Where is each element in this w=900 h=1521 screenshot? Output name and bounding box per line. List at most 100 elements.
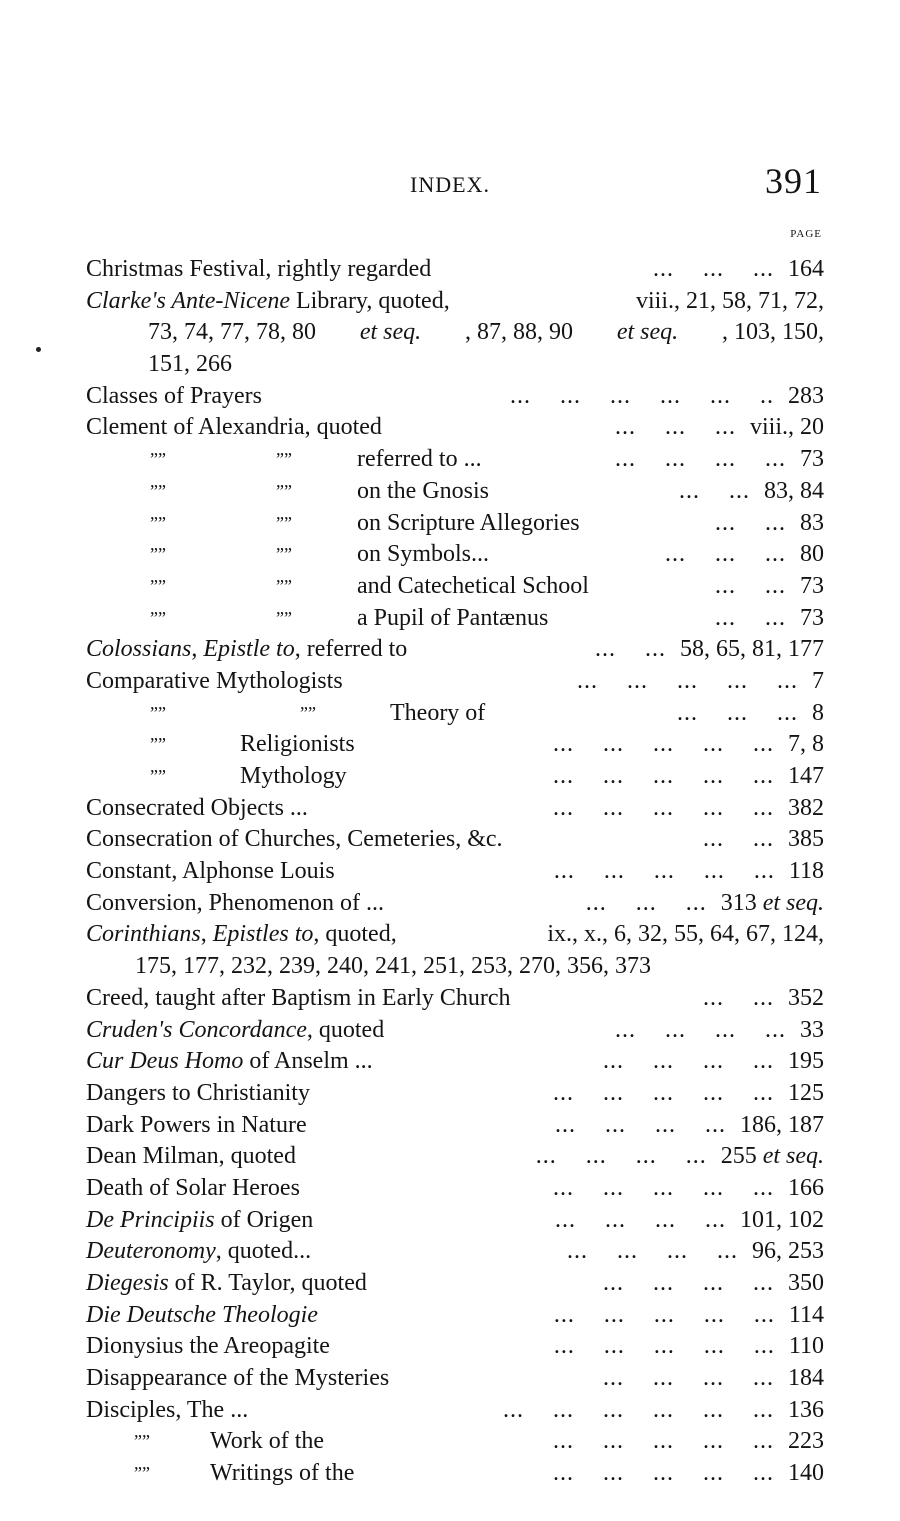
text: 83, 84 xyxy=(764,477,824,504)
entry-label: Classes of Prayers xyxy=(86,381,262,413)
index-entry: Disciples, The ... ... ... ... ... ... ..… xyxy=(86,1395,824,1427)
page-refs: 118 xyxy=(789,856,824,888)
page-refs: 7, 8 xyxy=(788,729,824,761)
ditto-marks: ”” ”” on the Gnosis xyxy=(86,476,489,508)
italic-text: Deuteronomy xyxy=(86,1238,216,1265)
text: 73 xyxy=(800,446,824,473)
entry-continuation: 175, 177, 232, 239, 240, 241, 251, 253, … xyxy=(86,951,824,983)
index-entry: Corinthians, Epistles to, quoted, ix., x.… xyxy=(86,919,824,951)
page-refs: 140 xyxy=(788,1458,824,1490)
text: 7, 8 xyxy=(788,731,824,758)
text: Comparative Mythologists xyxy=(86,667,343,694)
text: Disciples, The ... xyxy=(86,1396,249,1423)
ditto-mark: ”” xyxy=(276,512,292,533)
leader-dots: ... ... xyxy=(703,826,774,853)
index-entry: Diegesis of R. Taylor, quoted ... ... ...… xyxy=(86,1268,824,1300)
index-entry: Conversion, Phenomenon of ... ... ... ...… xyxy=(86,888,824,920)
page-refs: 33 xyxy=(800,1015,824,1047)
entry-label: Clement of Alexandria, quoted xyxy=(86,412,382,444)
leader-dots: ... ... ... ... xyxy=(603,1048,774,1075)
page-refs: 73 xyxy=(800,444,824,476)
ditto-mark: ”” xyxy=(150,607,166,628)
text: Work of the xyxy=(210,1428,325,1455)
text: 382 xyxy=(788,794,824,821)
text: ix., x., 6, 32, 55, 64, 67, 124, xyxy=(547,921,824,948)
ditto-mark: ”” xyxy=(150,734,166,755)
text: 195 xyxy=(788,1048,824,1075)
text: 7 xyxy=(812,667,824,694)
ditto-marks: ”” Writings of the xyxy=(86,1458,354,1490)
entry-label: Dean Milman, quoted xyxy=(86,1141,296,1173)
text: Theory of xyxy=(390,699,486,726)
page-refs: 83 xyxy=(800,508,824,540)
leader-dots: ... ... ... ... ... xyxy=(553,731,774,758)
leader-dots: ... ... xyxy=(715,509,786,536)
italic-text: Clarke's Ante-Nicene xyxy=(86,287,290,314)
page-refs: 80 xyxy=(800,539,824,571)
leader-dots: ... ... ... ... ... xyxy=(553,1333,775,1360)
index-entry: Cruden's Concordance, quoted ... ... ... … xyxy=(86,1015,824,1047)
page-refs: 164 xyxy=(788,254,824,286)
index-entry: Dionysius the Areopagite ... ... ... ... … xyxy=(86,1331,824,1363)
text: on Scripture Allegories xyxy=(357,509,580,536)
ditto-mark: ”” xyxy=(150,449,166,470)
text: 110 xyxy=(788,1333,824,1360)
text: , quoted, xyxy=(313,921,397,948)
text: Dionysius the Areopagite xyxy=(86,1333,330,1360)
entry-label: Creed, taught after Baptism in Early Chu… xyxy=(86,983,511,1015)
index-entry: ”” ”” on the Gnosis ... ... 83, 84 xyxy=(86,476,824,508)
entry-label: Deuteronomy, quoted... xyxy=(86,1236,311,1268)
text: , xyxy=(191,636,204,663)
index-entry: Dark Powers in Nature ... ... ... ... 186,… xyxy=(86,1110,824,1142)
scan-speck xyxy=(36,347,41,352)
page-refs: 385 xyxy=(788,824,824,856)
ditto-mark: ”” xyxy=(150,702,166,723)
leader-dots: ... ... ... ... ... xyxy=(553,1428,774,1455)
index-entry: ”” Religionists ... ... ... ... ... 7, 8 xyxy=(86,729,824,761)
ditto-mark: ”” xyxy=(276,544,292,565)
page-refs: 125 xyxy=(788,1078,824,1110)
page-refs: 352 xyxy=(788,983,824,1015)
ditto-marks: ”” ”” referred to ... xyxy=(86,444,482,476)
text: 151, 266 xyxy=(148,351,232,378)
text: 83 xyxy=(800,509,824,536)
text: Dangers to Christianity xyxy=(86,1079,310,1106)
index-entry: Clarke's Ante-Nicene Library, quoted, vii… xyxy=(86,286,824,318)
text: Writings of the xyxy=(210,1460,355,1487)
text: of Origen xyxy=(214,1206,314,1233)
leader-dots: ... ... ... ... xyxy=(603,1365,774,1392)
text: on Symbols... xyxy=(357,541,490,568)
text: Classes of Prayers xyxy=(86,382,262,409)
leader-dots: ... ... xyxy=(595,636,666,663)
italic-text: Epistle to xyxy=(203,636,295,663)
page-refs: 186, 187 xyxy=(740,1110,824,1142)
italic-text: Die Deutsche Theologie xyxy=(86,1301,318,1328)
text: Creed, taught after Baptism in Early Chu… xyxy=(86,984,511,1011)
index-entry: ”” ”” a Pupil of Pantænus ... ... 73 xyxy=(86,603,824,635)
page-column-label: PAGE xyxy=(790,228,822,240)
text: 313 xyxy=(720,889,763,916)
ditto-mark: ”” xyxy=(150,766,166,786)
text: 352 xyxy=(788,984,824,1011)
index-entry: Comparative Mythologists ... ... ... ... … xyxy=(86,666,824,698)
italic-text: et seq. xyxy=(762,1143,824,1170)
text: 136 xyxy=(788,1396,824,1423)
index-entry: ”” ”” on Symbols... ... ... ... 80 xyxy=(86,539,824,571)
index-entry: Die Deutsche Theologie ... ... ... ... ..… xyxy=(86,1300,824,1332)
text: Mythology xyxy=(240,763,347,789)
ditto-mark: ”” xyxy=(276,480,292,501)
index-entry: Death of Solar Heroes ... ... ... ... ...… xyxy=(86,1173,824,1205)
text: Constant, Alphonse Louis xyxy=(86,858,335,885)
index-entry: ”” Writings of the ... ... ... ... ... 140 xyxy=(86,1458,824,1490)
leader-dots: ... ... ... ... xyxy=(615,1016,786,1043)
text: on the Gnosis xyxy=(357,477,489,504)
text: 166 xyxy=(788,1174,824,1201)
text: 223 xyxy=(788,1428,824,1455)
page-refs: viii., 21, 58, 71, 72, xyxy=(636,286,824,318)
leader-dots: ... ... ... xyxy=(653,256,774,282)
page-refs: 184 xyxy=(788,1363,824,1395)
text: , referred to xyxy=(294,636,408,663)
entry-label: Conversion, Phenomenon of ... xyxy=(86,888,384,920)
text: , quoted... xyxy=(215,1238,312,1265)
page-refs: 147 xyxy=(788,761,824,793)
